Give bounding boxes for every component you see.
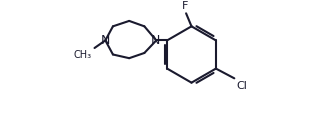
Text: F: F (182, 1, 188, 11)
Text: N: N (101, 34, 110, 47)
Text: N: N (150, 34, 160, 47)
Text: Cl: Cl (236, 81, 247, 91)
Text: CH₃: CH₃ (74, 50, 92, 60)
